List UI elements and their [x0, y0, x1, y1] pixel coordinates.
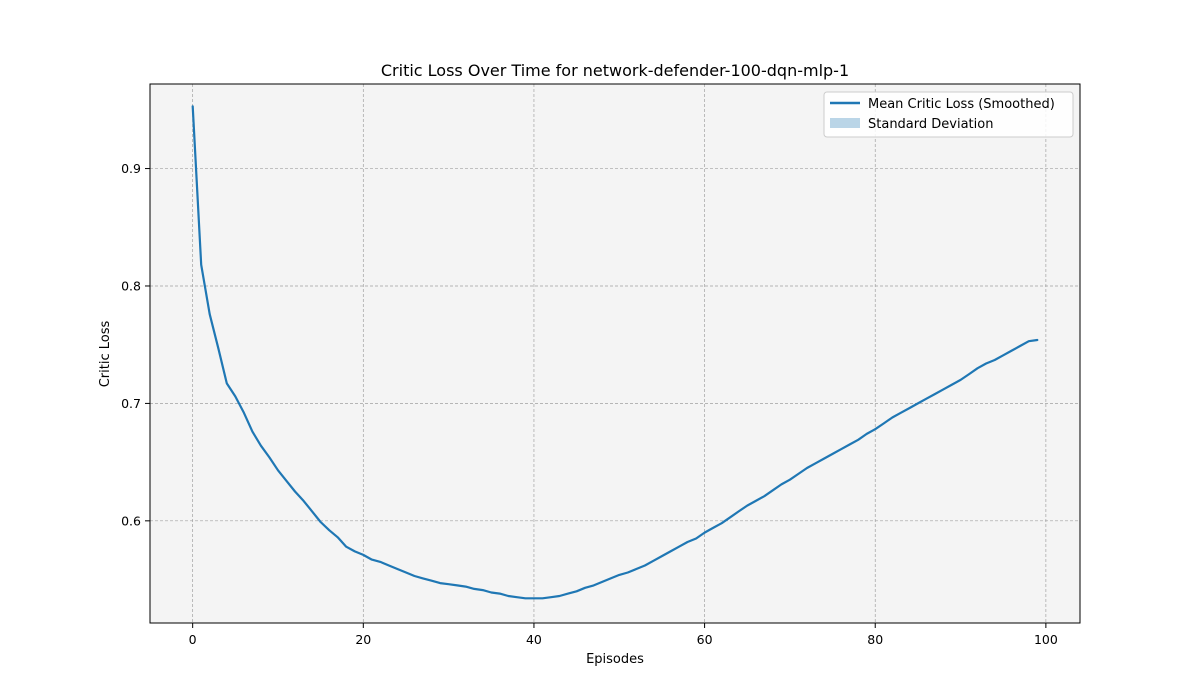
x-tick-label: 0: [189, 632, 197, 647]
x-tick-label: 80: [867, 632, 883, 647]
legend-label-mean: Mean Critic Loss (Smoothed): [868, 97, 1055, 112]
x-tick-label: 20: [355, 632, 371, 647]
legend-label-std: Standard Deviation: [868, 117, 993, 132]
y-tick-label: 0.7: [121, 396, 141, 411]
series-line-mean-critic-loss: [191, 105, 1039, 600]
y-tick-label: 0.8: [121, 278, 141, 293]
legend-band-swatch: [830, 118, 860, 128]
x-tick-label: 40: [526, 632, 542, 647]
legend-box: [823, 91, 1074, 138]
plot-frame: [149, 83, 1081, 624]
y-axis-label: Critic Loss: [98, 321, 113, 388]
x-tick-label: 100: [1034, 632, 1058, 647]
plot-area: [150, 84, 1080, 623]
tick-layer: 0 20 40 60 80 100 0.6 0.7 0.8 0.9: [121, 161, 1058, 647]
y-tick-label: 0.9: [121, 161, 141, 176]
y-tick-label: 0.6: [121, 513, 141, 528]
legend: Mean Critic Loss (Smoothed) Standard Dev…: [823, 91, 1074, 138]
chart-title: Critic Loss Over Time for network-defend…: [381, 61, 849, 80]
series-layer: [191, 105, 1039, 600]
x-axis-label: Episodes: [586, 652, 644, 667]
x-tick-label: 60: [697, 632, 713, 647]
grid-layer: [150, 84, 1080, 623]
